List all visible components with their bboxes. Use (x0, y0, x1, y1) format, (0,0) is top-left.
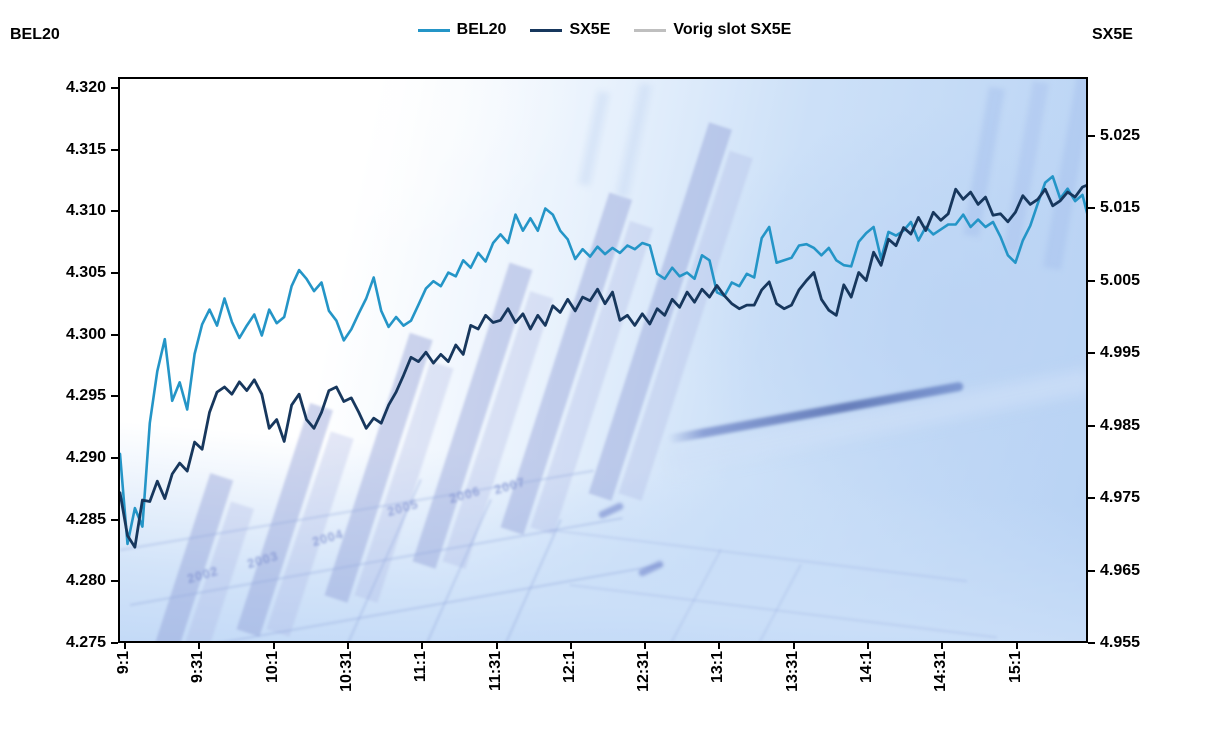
left-axis-title: BEL20 (10, 26, 60, 43)
x-axis-tick-mark (569, 641, 572, 649)
vorig-slot-line-swatch-icon (634, 28, 667, 32)
left-axis-tick-label: 4.285 (65, 510, 106, 528)
x-axis-tick-mark (346, 641, 349, 649)
right-axis-title: SX5E (1092, 26, 1133, 43)
right-axis-tick-mark (1088, 279, 1095, 282)
left-axis-tick-label: 4.275 (65, 634, 106, 651)
bel20-line-swatch-icon (417, 28, 450, 32)
left-axis-tick-mark (111, 457, 118, 460)
legend-label-bel20: BEL20 (456, 21, 507, 38)
right-axis-tick-label: 4.985 (1100, 416, 1141, 434)
right-axis-tick-mark (1088, 642, 1095, 644)
right-axis-tick-label: 5.025 (1100, 126, 1141, 144)
right-axis-tick-label: 4.975 (1100, 489, 1141, 507)
left-axis-tick-mark (111, 210, 118, 213)
plot-area: 2002 2003 2004 2005 2006 2007 (118, 77, 1088, 643)
left-axis-tick-mark (111, 642, 118, 644)
x-axis-tick-label: 14:31 (932, 651, 950, 692)
left-axis-tick-label: 4.295 (65, 387, 106, 405)
right-axis-tick-label: 4.965 (1100, 561, 1141, 579)
left-axis-tick-label: 4.300 (65, 325, 106, 343)
left-axis-tick-label: 4.280 (65, 572, 106, 590)
right-axis-tick-mark (1088, 207, 1095, 210)
left-axis-tick-label: 4.320 (65, 79, 106, 97)
x-axis-tick-mark (644, 641, 647, 649)
x-axis-tick-mark (124, 641, 126, 649)
left-axis-tick-mark (111, 148, 118, 151)
legend-label-sx5e: SX5E (569, 21, 611, 38)
right-axis-tick-label: 5.015 (1100, 199, 1141, 217)
right-axis-tick-mark (1088, 424, 1095, 427)
x-axis-tick-mark (495, 641, 498, 649)
watermark-bottom-wash (120, 79, 1086, 641)
right-axis-tick-label: 5.005 (1100, 271, 1141, 289)
x-axis-tick-label: 15:1 (1006, 651, 1024, 684)
legend-item-sx5e: SX5E (530, 21, 610, 39)
x-axis-tick-label: 13:31 (783, 651, 801, 692)
left-axis-tick-mark (111, 395, 118, 398)
right-axis-tick-label: 4.955 (1100, 634, 1141, 651)
left-axis-tick-mark (111, 518, 118, 521)
right-axis-tick-label: 4.995 (1100, 344, 1141, 362)
left-axis-tick-label: 4.290 (65, 449, 106, 467)
right-axis-tick-mark (1088, 497, 1095, 500)
x-axis-tick-label: 10:31 (337, 651, 355, 692)
x-axis-tick-label: 10:1 (263, 651, 281, 684)
left-axis-tick-mark (111, 333, 118, 336)
legend-item-vorig-slot-sx5e: Vorig slot SX5E (634, 21, 791, 39)
x-axis-tick-label: 14:1 (858, 651, 875, 684)
x-axis-tick-label: 11:1 (412, 651, 430, 683)
left-axis-tick-mark (111, 272, 118, 275)
sx5e-line-swatch-icon (530, 28, 563, 32)
left-axis-tick-mark (111, 580, 118, 583)
right-axis-tick-mark (1088, 352, 1095, 355)
left-axis-tick-label: 4.305 (65, 264, 106, 282)
x-axis-tick-mark (421, 641, 424, 649)
x-axis-tick-label: 11:31 (486, 651, 504, 692)
series-line-sx5e (120, 184, 1086, 549)
legend-item-bel20: BEL20 (417, 21, 507, 39)
right-axis-tick-mark (1088, 569, 1095, 572)
left-axis-tick-mark (111, 87, 118, 90)
left-axis-tick-label: 4.315 (65, 140, 106, 158)
series-line-bel20 (120, 175, 1086, 546)
x-axis-tick-label: 12:1 (560, 651, 578, 684)
x-axis-tick-mark (198, 641, 201, 649)
chart-legend: BEL20 SX5E Vorig slot SX5E (0, 21, 1209, 39)
x-axis-tick-mark (718, 641, 721, 649)
x-axis-tick-mark (941, 641, 944, 649)
x-axis-tick-mark (867, 641, 869, 649)
x-axis-tick-label: 13:1 (709, 651, 727, 684)
legend-label-vorig-slot-sx5e: Vorig slot SX5E (673, 21, 792, 38)
right-axis-tick-mark (1088, 134, 1095, 137)
series-lines (120, 175, 1086, 549)
x-axis-tick-mark (272, 641, 275, 649)
x-axis-tick-mark (792, 641, 795, 649)
x-axis-tick-label: 9:1 (115, 651, 132, 675)
x-axis-tick-mark (1015, 641, 1018, 649)
x-axis-tick-label: 9:31 (189, 651, 207, 684)
left-axis-tick-label: 4.310 (65, 202, 106, 220)
x-axis-tick-label: 12:31 (635, 651, 653, 692)
